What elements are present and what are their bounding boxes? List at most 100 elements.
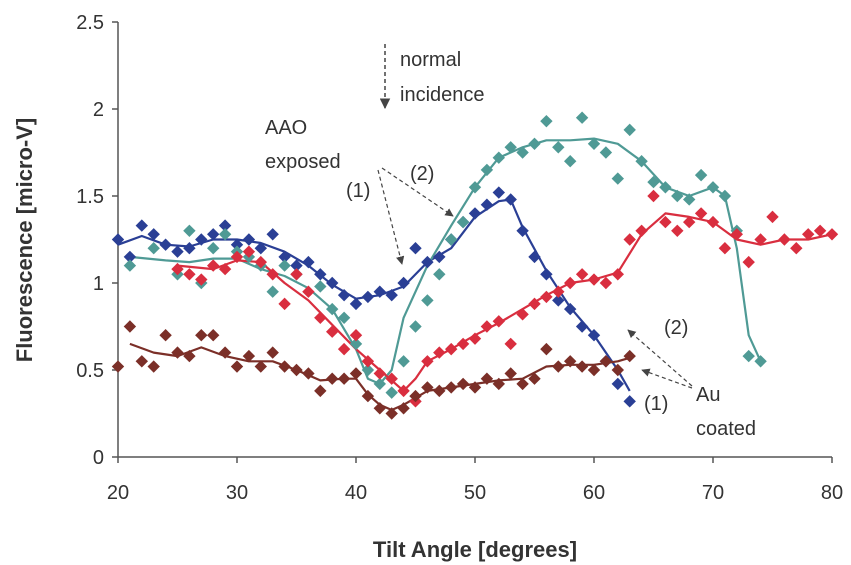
- data-point-series-1: [421, 294, 434, 307]
- data-point-series-3: [361, 389, 375, 403]
- data-point-series-3: [278, 360, 291, 373]
- data-point-series-2: [635, 224, 648, 237]
- data-point-series-1: [575, 111, 589, 124]
- data-point-series-3: [159, 329, 172, 342]
- data-point-series-3: [195, 329, 208, 342]
- data-point-series-1: [183, 224, 196, 237]
- data-point-series-0: [409, 242, 422, 255]
- data-point-series-1: [373, 377, 386, 391]
- data-point-series-2: [540, 290, 553, 304]
- x-tick-label: 60: [583, 482, 605, 504]
- data-point-series-0: [361, 290, 375, 304]
- data-point-series-1: [337, 311, 351, 324]
- data-point-series-2: [778, 233, 791, 246]
- data-point-series-2: [587, 273, 601, 286]
- data-point-series-3: [540, 342, 553, 356]
- data-point-series-2: [790, 242, 803, 255]
- data-point-series-0: [278, 250, 291, 264]
- data-point-series-1: [540, 114, 553, 128]
- x-tick-label: 70: [702, 482, 724, 504]
- data-point-series-1: [647, 175, 660, 189]
- data-point-series-1: [528, 137, 541, 150]
- data-point-series-3: [242, 349, 256, 363]
- data-point-series-0: [266, 228, 279, 241]
- data-point-series-3: [171, 346, 184, 359]
- data-point-series-1: [385, 386, 398, 399]
- data-point-series-1: [694, 168, 708, 182]
- data-point-series-1: [611, 172, 624, 185]
- data-point-series-1: [314, 280, 327, 293]
- data-point-series-1: [433, 268, 446, 281]
- data-point-series-2: [278, 297, 291, 311]
- data-point-series-0: [587, 329, 601, 342]
- fit-line-series-0: [117, 198, 631, 392]
- data-point-series-2: [492, 315, 505, 328]
- data-point-series-0: [528, 250, 541, 264]
- data-point-series-1: [445, 233, 458, 246]
- data-point-series-0: [195, 233, 208, 246]
- data-point-series-1: [266, 285, 279, 298]
- data-point-series-2: [504, 337, 517, 351]
- data-point-series-0: [504, 193, 517, 206]
- data-point-series-2: [813, 224, 827, 237]
- data-point-series-2: [718, 242, 732, 255]
- aao-pointer-1: [377, 169, 405, 265]
- data-point-series-2: [242, 245, 256, 258]
- data-point-series-1: [623, 123, 636, 137]
- data-point-series-0: [552, 294, 565, 307]
- data-point-series-1: [504, 141, 517, 154]
- data-point-series-2: [290, 268, 303, 281]
- data-point-series-3: [468, 381, 482, 394]
- data-point-series-0: [207, 228, 220, 241]
- data-point-series-2: [361, 355, 375, 368]
- data-point-series-3: [516, 377, 529, 391]
- data-point-series-2: [302, 285, 315, 298]
- data-point-series-3: [528, 372, 541, 385]
- data-point-series-3: [123, 320, 137, 333]
- data-point-series-0: [349, 297, 363, 311]
- y-tick-label: 0: [93, 447, 104, 469]
- data-point-series-2: [623, 233, 636, 246]
- data-point-series-3: [135, 355, 148, 368]
- data-point-series-1: [123, 259, 137, 272]
- data-point-series-1: [635, 155, 648, 168]
- data-point-series-0: [575, 320, 589, 333]
- data-point-series-3: [552, 360, 565, 373]
- data-point-series-1: [326, 302, 339, 316]
- data-point-series-1: [492, 151, 505, 164]
- data-point-series-1: [587, 137, 601, 150]
- data-point-series-3: [337, 372, 351, 385]
- aao-pointer-2: [381, 167, 454, 217]
- data-point-series-2: [218, 262, 232, 276]
- data-point-series-2: [647, 189, 660, 203]
- data-point-series-3: [623, 349, 636, 363]
- data-point-series-2: [385, 372, 398, 385]
- au-coated-label-line1: Au: [696, 384, 720, 406]
- data-point-series-2: [516, 308, 529, 321]
- data-point-series-3: [492, 377, 505, 391]
- data-point-series-2: [706, 215, 720, 229]
- data-point-series-0: [468, 207, 482, 220]
- data-point-series-2: [528, 297, 541, 311]
- data-point-series-1: [718, 189, 732, 203]
- data-point-series-1: [671, 189, 684, 203]
- data-point-series-3: [385, 407, 398, 420]
- data-point-series-3: [421, 381, 434, 394]
- au-pointer-1: [641, 368, 693, 389]
- data-point-series-1: [409, 320, 422, 333]
- data-point-series-0: [147, 228, 160, 241]
- x-tick-label: 30: [226, 482, 248, 504]
- data-point-series-2: [552, 285, 565, 298]
- y-tick-label: 1: [93, 273, 104, 295]
- data-point-series-2: [659, 215, 672, 229]
- data-point-series-0: [397, 276, 410, 290]
- x-tick-label: 50: [464, 482, 486, 504]
- x-axis-title: Tilt Angle [degrees]: [373, 537, 577, 562]
- aao-series2-label: (2): [410, 163, 434, 185]
- data-point-series-0: [623, 395, 636, 408]
- data-point-series-2: [349, 329, 363, 342]
- data-point-series-2: [433, 346, 446, 359]
- data-point-series-2: [171, 262, 184, 276]
- data-point-series-3: [207, 329, 220, 342]
